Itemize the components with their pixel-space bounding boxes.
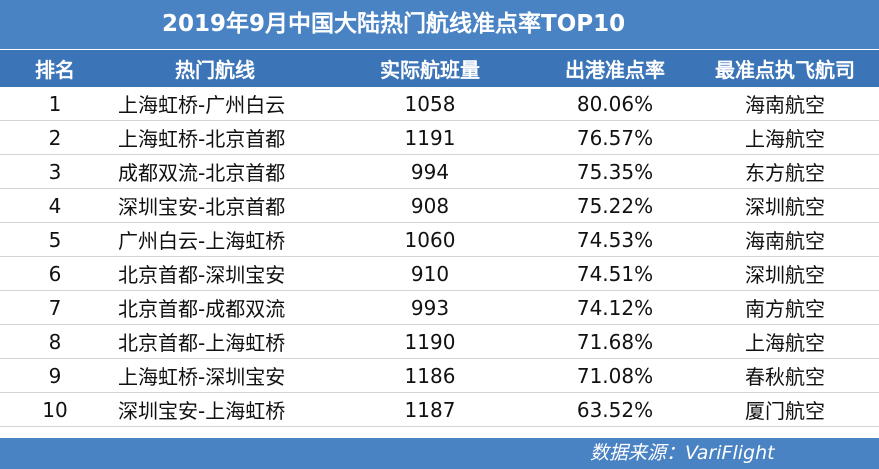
cell-rank: 6 <box>48 261 62 286</box>
cell-airline: 深圳航空 <box>745 195 825 219</box>
table-row: 9 上海虹桥-深圳宝安 1186 71.08% 春秋航空 <box>0 359 879 393</box>
cell-ontime-rate: 63.52% <box>576 397 654 422</box>
cell-rank: 5 <box>48 227 62 252</box>
cell-airline: 厦门航空 <box>745 399 825 423</box>
cell-airline: 上海航空 <box>745 127 825 151</box>
cell-airline: 海南航空 <box>745 93 825 117</box>
cell-flights: 994 <box>410 159 450 184</box>
header-ontime-rate: 出港准点率 <box>565 58 665 82</box>
table-row: 1 上海虹桥-广州白云 1058 80.06% 海南航空 <box>0 87 879 121</box>
cell-route: 上海虹桥-深圳宝安 <box>118 365 286 389</box>
cell-flights: 1060 <box>404 227 456 252</box>
cell-ontime-rate: 80.06% <box>576 91 654 116</box>
cell-route: 上海虹桥-广州白云 <box>118 93 286 117</box>
cell-route: 成都双流-北京首都 <box>118 161 286 185</box>
cell-route: 深圳宝安-上海虹桥 <box>118 399 286 423</box>
cell-rank: 10 <box>42 397 68 422</box>
cell-rank: 9 <box>48 363 62 388</box>
data-source-footer: 数据来源：VariFlight <box>0 438 879 469</box>
cell-ontime-rate: 71.08% <box>576 363 654 388</box>
table-row: 6 北京首都-深圳宝安 910 74.51% 深圳航空 <box>0 257 879 291</box>
table-row: 4 深圳宝安-北京首都 908 75.22% 深圳航空 <box>0 189 879 223</box>
cell-airline: 春秋航空 <box>745 365 825 389</box>
cell-ontime-rate: 75.35% <box>576 159 654 184</box>
cell-flights: 1187 <box>404 397 456 422</box>
table-body: 1 上海虹桥-广州白云 1058 80.06% 海南航空 2 上海虹桥-北京首都… <box>0 87 879 427</box>
cell-route: 北京首都-上海虹桥 <box>118 331 286 355</box>
cell-airline: 南方航空 <box>745 297 825 321</box>
cell-rank: 8 <box>48 329 62 354</box>
cell-ontime-rate: 75.22% <box>576 193 654 218</box>
table-row: 5 广州白云-上海虹桥 1060 74.53% 海南航空 <box>0 223 879 257</box>
cell-ontime-rate: 71.68% <box>576 329 654 354</box>
header-rank: 排名 <box>35 58 75 82</box>
cell-airline: 东方航空 <box>745 161 825 185</box>
cell-rank: 3 <box>48 159 62 184</box>
cell-route: 广州白云-上海虹桥 <box>118 229 286 253</box>
table-row: 10 深圳宝安-上海虹桥 1187 63.52% 厦门航空 <box>0 393 879 427</box>
cell-flights: 1186 <box>404 363 456 388</box>
cell-flights: 1191 <box>404 125 456 150</box>
cell-route: 深圳宝安-北京首都 <box>118 195 286 219</box>
cell-airline: 深圳航空 <box>745 263 825 287</box>
cell-rank: 4 <box>48 193 62 218</box>
header-airline: 最准点执飞航司 <box>715 58 855 82</box>
header-flights: 实际航班量 <box>380 58 480 82</box>
cell-route: 上海虹桥-北京首都 <box>118 127 286 151</box>
cell-ontime-rate: 74.51% <box>576 261 654 286</box>
cell-rank: 7 <box>48 295 62 320</box>
cell-rank: 1 <box>48 91 62 116</box>
header-route: 热门航线 <box>175 58 255 82</box>
table-header-row: 排名 热门航线 实际航班量 出港准点率 最准点执飞航司 <box>0 49 879 87</box>
cell-airline: 上海航空 <box>745 331 825 355</box>
table-row: 2 上海虹桥-北京首都 1191 76.57% 上海航空 <box>0 121 879 155</box>
table-row: 8 北京首都-上海虹桥 1190 71.68% 上海航空 <box>0 325 879 359</box>
cell-route: 北京首都-深圳宝安 <box>118 263 286 287</box>
cell-flights: 908 <box>410 193 450 218</box>
cell-route: 北京首都-成都双流 <box>118 297 286 321</box>
cell-ontime-rate: 74.12% <box>576 295 654 320</box>
cell-flights: 1058 <box>404 91 456 116</box>
cell-ontime-rate: 74.53% <box>576 227 654 252</box>
table-title: 2019年9月中国大陆热门航线准点率TOP10 <box>0 0 879 49</box>
table-row: 3 成都双流-北京首都 994 75.35% 东方航空 <box>0 155 879 189</box>
cell-ontime-rate: 76.57% <box>576 125 654 150</box>
cell-airline: 海南航空 <box>745 229 825 253</box>
cell-rank: 2 <box>48 125 62 150</box>
cell-flights: 993 <box>410 295 450 320</box>
cell-flights: 1190 <box>404 329 456 354</box>
cell-flights: 910 <box>410 261 450 286</box>
table-row: 7 北京首都-成都双流 993 74.12% 南方航空 <box>0 291 879 325</box>
